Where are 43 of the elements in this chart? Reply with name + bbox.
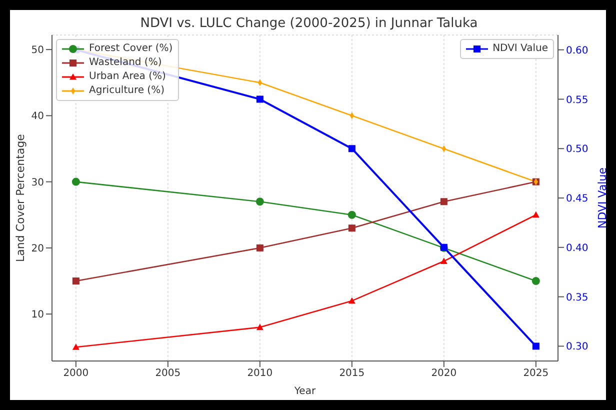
y2-tick-label: 0.40 bbox=[566, 242, 588, 254]
legend-label: Urban Area (%) bbox=[89, 70, 166, 84]
x-tick-label: 2020 bbox=[431, 368, 457, 380]
point bbox=[532, 342, 540, 350]
point bbox=[348, 145, 356, 152]
point bbox=[256, 96, 264, 103]
legend-label: NDVI Value bbox=[492, 42, 548, 56]
x-tick-label: 2010 bbox=[247, 368, 273, 380]
y-tick-label: 50 bbox=[31, 45, 44, 56]
x-tick-label: 2025 bbox=[523, 368, 549, 380]
point bbox=[348, 297, 356, 304]
y-tick-label: 20 bbox=[31, 243, 44, 254]
point bbox=[72, 178, 80, 186]
y-axis-title: Land Cover Percentage bbox=[14, 134, 27, 262]
point bbox=[72, 344, 80, 350]
y2-tick-label: 0.50 bbox=[566, 144, 588, 156]
x-tick-label: 2015 bbox=[339, 368, 365, 380]
y2-axis-title: NDVI Value bbox=[596, 167, 609, 228]
y-tick-label: 40 bbox=[31, 111, 44, 122]
y2-tick-label: 0.35 bbox=[566, 292, 588, 304]
point bbox=[348, 224, 356, 232]
point bbox=[348, 210, 356, 219]
legend-label: Wasteland (%) bbox=[89, 56, 162, 70]
point bbox=[256, 324, 264, 330]
legend-label: Forest Cover (%) bbox=[89, 42, 173, 56]
x-tick-label: 2000 bbox=[63, 368, 89, 380]
point bbox=[532, 211, 540, 218]
point bbox=[256, 198, 264, 206]
y-tick-label: 10 bbox=[31, 310, 44, 321]
y2-tick-label: 0.30 bbox=[566, 342, 588, 353]
point bbox=[72, 277, 80, 284]
y2-tick-label: 0.45 bbox=[566, 194, 588, 205]
chart-title: NDVI vs. LULC Change (2000-2025) in Junnar Taluka bbox=[139, 16, 479, 31]
point bbox=[440, 258, 448, 264]
point bbox=[440, 198, 448, 206]
point bbox=[256, 244, 264, 252]
x-axis-title: Year bbox=[293, 386, 316, 397]
y2-tick-label: 0.60 bbox=[566, 45, 588, 56]
point bbox=[532, 276, 540, 285]
y2-tick-label: 0.55 bbox=[566, 94, 588, 106]
y-tick-label: 30 bbox=[31, 177, 44, 188]
legend-label: Agriculture (%) bbox=[89, 84, 164, 98]
x-tick-label: 2005 bbox=[155, 368, 181, 380]
